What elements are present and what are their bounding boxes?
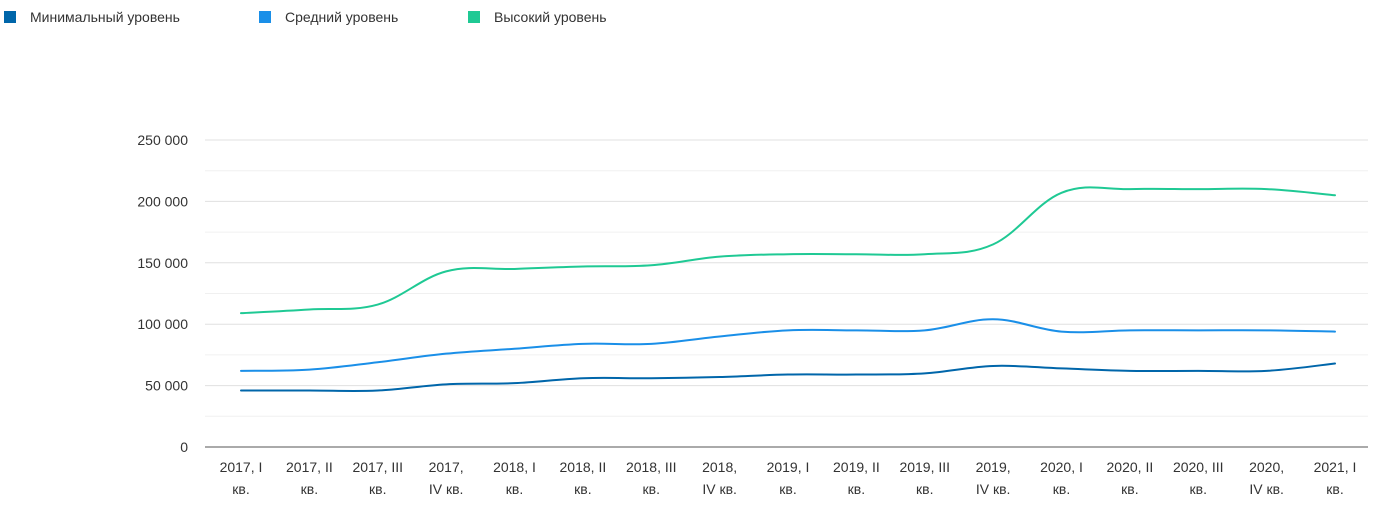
y-tick-label: 100 000: [137, 316, 188, 332]
x-tick-label: 2019, IV кв.: [976, 459, 1011, 497]
legend-label-min: Минимальный уровень: [30, 9, 180, 25]
legend-label-high: Высокий уровень: [494, 9, 607, 25]
x-tick-label: 2018, III кв.: [626, 459, 677, 497]
series-line-min: [240, 362, 1336, 393]
x-tick-label: 2020, III кв.: [1173, 459, 1224, 497]
legend-swatch-avg: [259, 11, 271, 23]
legend-item-high[interactable]: Высокий уровень: [468, 9, 607, 25]
y-tick-label: 200 000: [137, 193, 188, 209]
x-tick-label: 2018, II кв.: [560, 459, 607, 497]
y-tick-label: 0: [180, 439, 188, 455]
y-tick-label: 50 000: [145, 378, 188, 394]
y-tick-label: 250 000: [137, 132, 188, 148]
x-tick-label: 2017, IV кв.: [429, 459, 464, 497]
x-tick-label: 2019, II кв.: [833, 459, 880, 497]
legend-label-avg: Средний уровень: [285, 9, 399, 25]
x-tick-label: 2017, III кв.: [352, 459, 403, 497]
series-line-avg: [240, 318, 1336, 372]
legend-item-min[interactable]: Минимальный уровень: [4, 9, 180, 25]
series-line-high: [240, 186, 1336, 315]
y-tick-label: 150 000: [137, 255, 188, 271]
x-tick-label: 2020, II кв.: [1107, 459, 1154, 497]
x-tick-label: 2019, III кв.: [899, 459, 950, 497]
x-tick-label: 2017, II кв.: [286, 459, 333, 497]
x-tick-label: 2018, IV кв.: [702, 459, 737, 497]
x-tick-label: 2020, IV кв.: [1249, 459, 1284, 497]
legend-swatch-high: [468, 11, 480, 23]
legend-swatch-min: [4, 11, 16, 23]
legend-item-avg[interactable]: Средний уровень: [259, 9, 398, 25]
